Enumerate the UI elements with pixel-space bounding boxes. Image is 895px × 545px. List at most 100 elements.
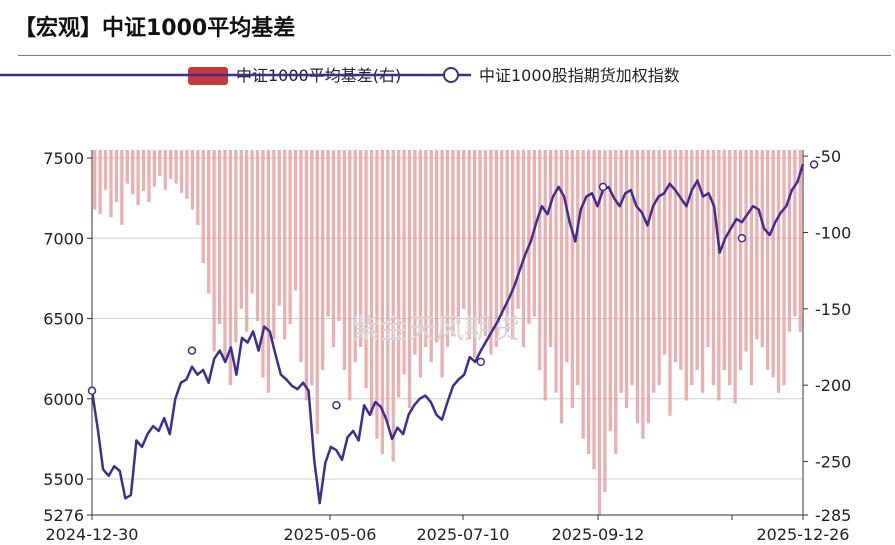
right-tick-label: -50 (815, 147, 841, 166)
basis-bar (196, 150, 200, 225)
basis-bar (402, 150, 406, 375)
basis-bar (272, 150, 276, 340)
basis-bar (787, 150, 792, 332)
basis-bar (559, 150, 564, 424)
basis-bar (353, 150, 357, 363)
basis-bar (299, 150, 303, 363)
basis-bar (554, 150, 558, 393)
basis-bar (744, 150, 748, 352)
left-tick-label: 7000 (43, 229, 84, 248)
basis-bar (749, 150, 754, 386)
basis-bar (158, 150, 162, 176)
basis-bar (120, 150, 124, 225)
basis-bar (266, 150, 271, 393)
basis-bar (245, 150, 249, 332)
basis-bar (169, 150, 173, 180)
basis-bar (277, 150, 281, 306)
basis-bar (456, 150, 460, 325)
basis-bar (429, 150, 433, 363)
right-tick-label: -200 (815, 376, 851, 395)
basis-bar (93, 150, 97, 210)
x-tick-label: 2025-05-06 (284, 525, 377, 544)
basis-bar (603, 150, 607, 493)
basis-bar (657, 150, 661, 386)
basis-bar (337, 150, 341, 322)
basis-bar (662, 150, 667, 355)
basis-bar (543, 150, 547, 401)
basis-bar (592, 150, 596, 470)
basis-bar (646, 150, 650, 424)
basis-bar (331, 150, 336, 348)
basis-bar (614, 150, 618, 454)
basis-bar (548, 150, 553, 348)
basis-bar (798, 150, 802, 332)
basis-bar (624, 150, 629, 409)
basis-bar (315, 150, 319, 435)
index-line-marker (187, 346, 197, 355)
basis-bar (505, 150, 509, 332)
basis-bar (255, 150, 260, 322)
basis-bar (473, 150, 477, 358)
basis-bar (228, 150, 233, 386)
basis-bar (565, 150, 569, 363)
basis-bar (608, 150, 612, 432)
basis-bar (342, 150, 347, 370)
basis-bar (521, 150, 526, 348)
index-line-marker (476, 357, 486, 367)
basis-bar (733, 150, 737, 404)
basis-bar (304, 150, 309, 401)
basis-bar (114, 150, 119, 202)
x-tick-label: 2025-09-12 (552, 525, 645, 544)
x-tick-label: 2024-12-30 (46, 525, 139, 544)
basis-bar (348, 150, 352, 401)
index-line-marker (737, 234, 747, 243)
legend[interactable]: 中证1000平均基差(右) 中证1000股指期货加权指数 (0, 66, 680, 85)
basis-bar (407, 150, 412, 409)
basis-bar (223, 150, 227, 363)
legend-line-marker (443, 67, 459, 83)
basis-bar (217, 150, 222, 325)
basis-bar (755, 150, 759, 340)
basis-bar (445, 150, 450, 348)
tick-labels: 5276 5500 6000 6500 7000 7500 -50 -100 -150 -200 -… (43, 147, 851, 544)
basis-bar (467, 150, 471, 340)
basis-bar (478, 150, 482, 325)
basis-bar (109, 150, 113, 218)
basis-bar (174, 150, 178, 184)
basis-bar (163, 150, 167, 190)
basis-bar (527, 150, 531, 325)
basis-bar (760, 150, 764, 348)
basis-bar (782, 150, 786, 386)
basis-bar (511, 150, 515, 340)
basis-bar (652, 150, 656, 393)
basis-bar (489, 150, 493, 355)
basis-bar (793, 150, 797, 317)
basis-bar (668, 150, 672, 416)
basis-bar (201, 150, 205, 264)
basis-bar (98, 150, 102, 215)
basis-bar (212, 150, 216, 352)
basis-bar (250, 150, 254, 294)
basis-bar (695, 150, 699, 370)
index-line-marker (87, 386, 97, 396)
basis-bar (136, 150, 140, 205)
axes (87, 150, 808, 520)
basis-bar (391, 150, 395, 462)
basis-bar (424, 150, 428, 348)
basis-bar (570, 150, 574, 409)
page-title: 【宏观】中证1000平均基差 (14, 16, 296, 41)
basis-bar (679, 150, 683, 370)
basis-bar (597, 150, 602, 515)
basis-bar (641, 150, 645, 439)
index-line-marker (809, 160, 819, 169)
basis-bar (435, 150, 439, 343)
basis-bar (321, 150, 325, 370)
basis-bar (234, 150, 238, 343)
basis-bar (190, 150, 195, 210)
left-tick-label: 5500 (43, 470, 84, 489)
basis-bar (185, 150, 189, 199)
basis-bar (283, 150, 287, 340)
basis-bar (359, 150, 363, 348)
basis-bar (728, 150, 732, 386)
basis-bar (451, 150, 455, 337)
